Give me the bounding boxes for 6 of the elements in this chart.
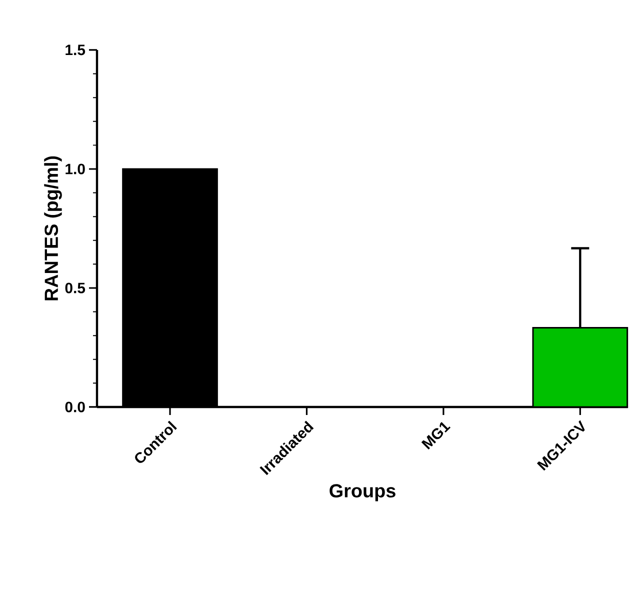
y-tick-label: 1.0 [66,164,85,174]
y-tick-label: 1.5 [66,44,86,56]
y-tick-label: 0.5 [65,282,86,294]
y-axis-title: RANTES (pg/ml) [44,156,62,300]
x-axis-title: Groups [330,484,396,502]
y-tick-label: 0.0 [65,402,85,412]
